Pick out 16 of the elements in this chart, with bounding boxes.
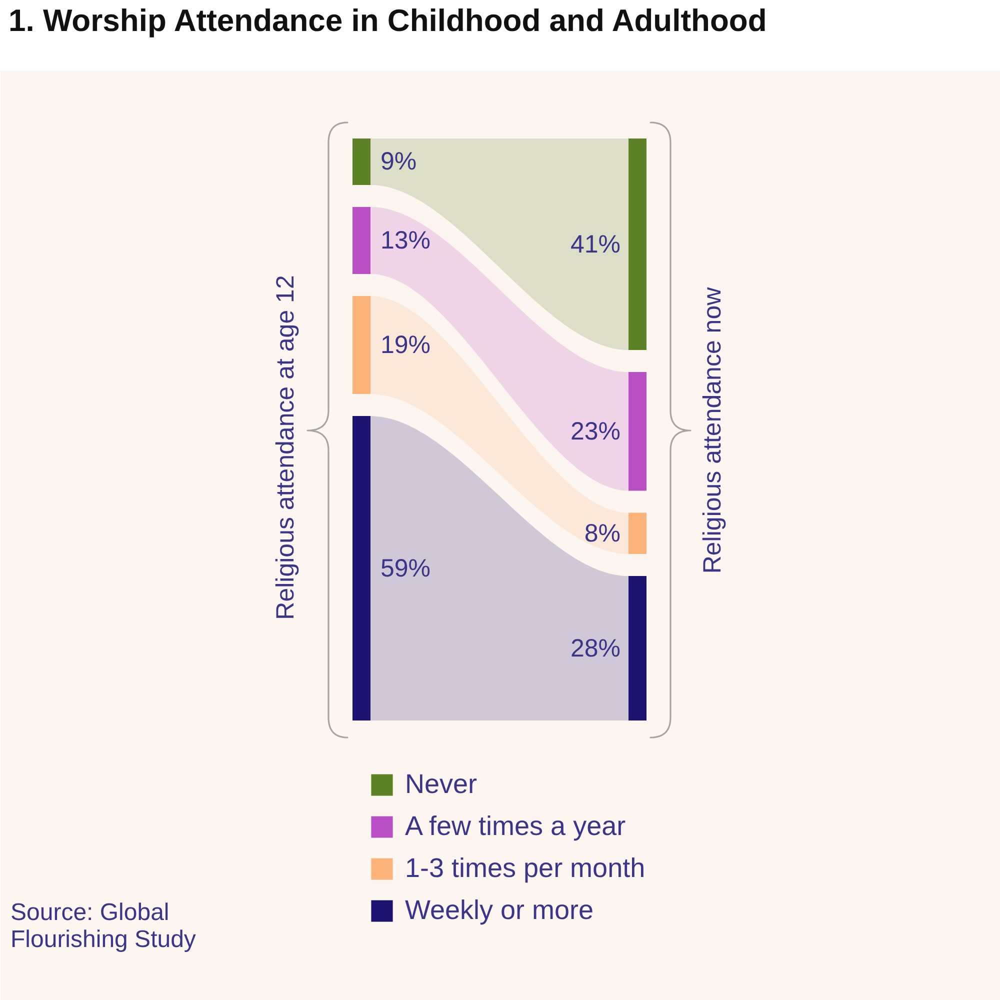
- data-label: 41%: [570, 230, 621, 258]
- data-label: 23%: [570, 417, 621, 446]
- data-label: 59%: [380, 554, 431, 582]
- text: 1. Worship Attendance in Childhood and Adulthood: [8, 3, 767, 38]
- category-label: Religious attendance at age 12: [272, 275, 300, 620]
- legend-label: A few times a year: [405, 811, 626, 842]
- data-label: 28%: [570, 634, 621, 662]
- source-note: Source: Global Flourishing Study: [10, 899, 196, 953]
- data-label: 8%: [584, 519, 621, 548]
- data-label: 13%: [380, 226, 431, 254]
- legend-label: 1-3 times per month: [405, 853, 646, 884]
- data-label: 9%: [380, 148, 417, 176]
- legend-label: Never: [405, 769, 478, 800]
- data-label: 19%: [380, 331, 431, 360]
- category-label: Religious attendance now: [698, 286, 726, 574]
- legend-label: Weekly or more: [405, 895, 594, 926]
